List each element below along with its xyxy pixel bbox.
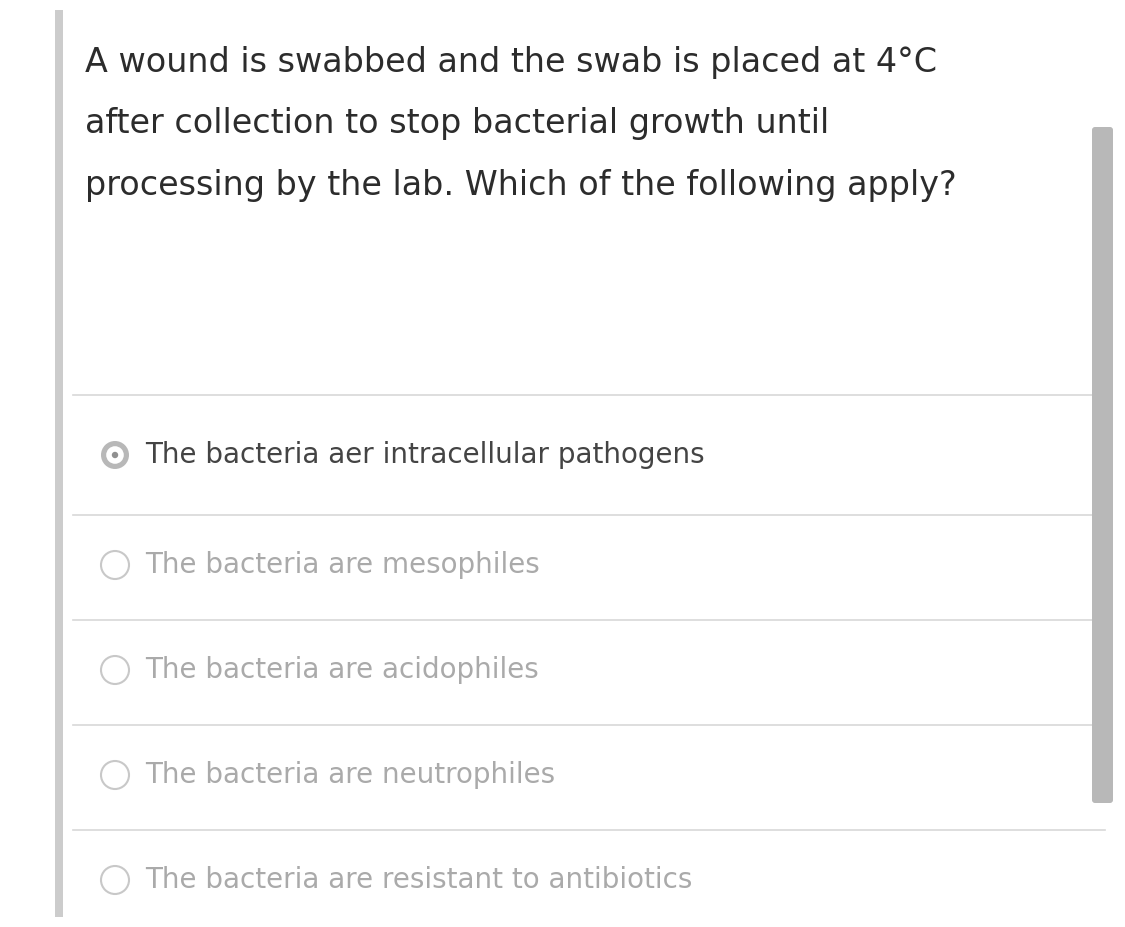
Text: The bacteria are acidophiles: The bacteria are acidophiles — [145, 656, 539, 684]
Bar — [55, 10, 63, 917]
Text: The bacteria are neutrophiles: The bacteria are neutrophiles — [145, 761, 555, 789]
Ellipse shape — [111, 451, 118, 458]
FancyBboxPatch shape — [1092, 127, 1113, 803]
Text: The bacteria aer intracellular pathogens: The bacteria aer intracellular pathogens — [145, 441, 704, 469]
Text: The bacteria are mesophiles: The bacteria are mesophiles — [145, 551, 540, 579]
Text: after collection to stop bacterial growth until: after collection to stop bacterial growt… — [86, 108, 829, 140]
Text: processing by the lab. Which of the following apply?: processing by the lab. Which of the foll… — [86, 169, 956, 202]
Text: A wound is swabbed and the swab is placed at 4°C: A wound is swabbed and the swab is place… — [86, 45, 937, 79]
Ellipse shape — [101, 441, 129, 469]
Text: The bacteria are resistant to antibiotics: The bacteria are resistant to antibiotic… — [145, 866, 692, 894]
Ellipse shape — [106, 446, 124, 464]
